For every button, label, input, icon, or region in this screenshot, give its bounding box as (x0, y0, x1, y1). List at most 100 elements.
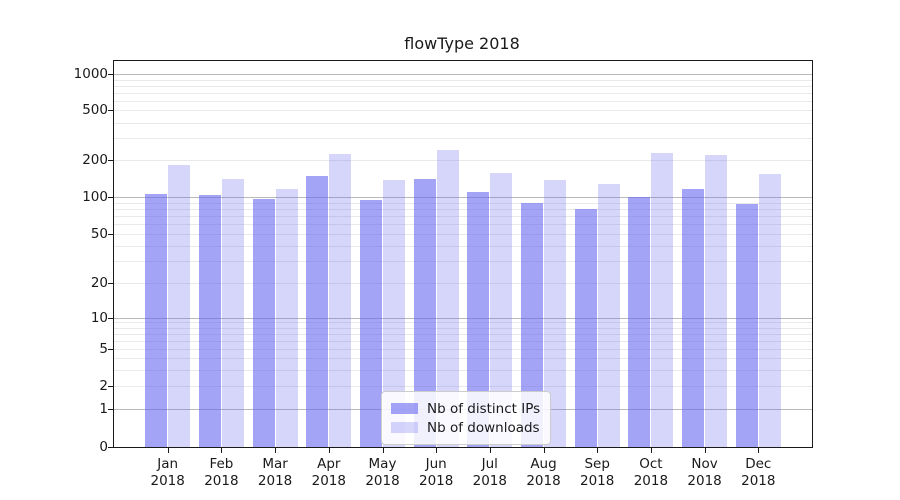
x-tick-oct (650, 448, 652, 453)
x-tick-label-feb: Feb 2018 (204, 456, 239, 489)
x-tick-dec (758, 448, 760, 453)
bar-distinct-ips-dec (735, 204, 758, 447)
minor-gridline-7 (114, 333, 812, 335)
bar-downloads-jul (490, 173, 513, 447)
bar-distinct-ips-oct (628, 196, 651, 447)
y-tick-0 (108, 447, 113, 448)
bar-distinct-ips-apr (306, 175, 329, 447)
y-tick-500 (108, 110, 113, 112)
bar-downloads-feb (221, 178, 244, 447)
x-tick-jul (489, 448, 491, 453)
bar-downloads-may (383, 180, 405, 447)
x-tick-label-mar: Mar 2018 (257, 456, 293, 489)
x-tick-mar (275, 448, 277, 453)
x-tick-label-jun: Jun 2018 (419, 456, 454, 489)
y-tick-label-10: 10 (90, 309, 108, 326)
y-tick-2 (108, 386, 113, 387)
y-tick-label-2: 2 (99, 378, 108, 394)
minor-gridline-800 (114, 85, 812, 87)
y-tick-label-0: 0 (99, 439, 108, 455)
minor-gridline-30 (114, 261, 812, 262)
x-tick-label-jan: Jan 2018 (150, 456, 185, 489)
distinct-ips-swatch (391, 403, 418, 414)
x-tick-may (382, 448, 384, 453)
bar-downloads-oct (651, 152, 674, 447)
y-tick-label-50: 50 (90, 225, 108, 242)
x-tick-jan (167, 448, 169, 453)
minor-gridline-20 (114, 282, 812, 284)
bar-downloads-nov (705, 155, 728, 447)
y-tick-label-200: 200 (82, 152, 108, 169)
bar-downloads-aug (544, 179, 566, 447)
y-tick-100 (108, 197, 113, 198)
minor-gridline-3 (114, 369, 812, 371)
minor-gridline-300 (114, 138, 812, 140)
x-tick-label-apr: Apr 2018 (311, 456, 346, 489)
y-tick-1000 (108, 74, 113, 76)
minor-gridline-400 (114, 122, 812, 124)
minor-gridline-90 (114, 202, 812, 204)
minor-gridline-200 (114, 160, 812, 162)
bar-downloads-sep (597, 183, 620, 447)
y-tick-label-1000: 1000 (73, 66, 108, 83)
x-tick-aug (543, 448, 545, 453)
minor-gridline-60 (114, 224, 812, 225)
legend-label-downloads: Nb of downloads (427, 419, 540, 436)
x-tick-jun (436, 448, 438, 453)
y-tick-label-500: 500 (82, 102, 108, 119)
y-tick-label-20: 20 (90, 274, 108, 291)
minor-gridline-500 (114, 110, 812, 112)
y-tick-50 (108, 233, 113, 235)
major-gridline-1000 (114, 74, 812, 76)
legend: Nb of distinct IPs Nb of downloads (381, 391, 552, 445)
bar-downloads-dec (758, 174, 781, 447)
legend-entry-distinct-ips: Nb of distinct IPs (391, 400, 540, 417)
legend-label-distinct-ips: Nb of distinct IPs (427, 400, 541, 417)
bar-distinct-ips-mar (252, 198, 275, 447)
minor-gridline-50 (114, 233, 812, 235)
y-tick-10 (108, 317, 113, 319)
bar-downloads-mar (275, 189, 298, 447)
x-tick-label-sep: Sep 2018 (580, 456, 615, 489)
downloads-swatch (391, 422, 418, 433)
minor-gridline-700 (114, 92, 812, 94)
x-tick-feb (221, 448, 223, 453)
x-tick-label-oct: Oct 2018 (633, 456, 669, 489)
bar-distinct-ips-jan (145, 193, 168, 447)
y-tick-5 (108, 348, 113, 350)
plot-area: Nb of distinct IPs Nb of downloads 0 1 2 5 1… (74, 60, 813, 489)
y-tick-200 (108, 160, 113, 162)
y-tick-1 (108, 409, 113, 411)
bar-downloads-jan (168, 165, 191, 447)
minor-gridline-600 (114, 100, 812, 102)
x-tick-label-may: May 2018 (365, 456, 400, 489)
y-tick-label-5: 5 (99, 340, 108, 357)
x-tick-label-jul: Jul 2018 (472, 456, 507, 489)
x-tick-nov (704, 448, 706, 453)
minor-gridline-70 (114, 215, 812, 217)
y-tick-label-1: 1 (99, 401, 108, 418)
y-tick-20 (108, 282, 113, 284)
bar-distinct-ips-may (360, 199, 382, 447)
y-tick-label-100: 100 (82, 189, 108, 205)
bar-distinct-ips-nov (682, 188, 705, 447)
chart-title: flowType 2018 (404, 34, 520, 53)
bar-distinct-ips-jun (413, 179, 436, 447)
bar-downloads-apr (329, 153, 352, 447)
minor-gridline-40 (114, 245, 812, 247)
major-gridline-10 (114, 317, 812, 319)
x-tick-apr (328, 448, 330, 453)
x-tick-label-nov: Nov 2018 (687, 456, 722, 489)
x-tick-sep (597, 448, 599, 453)
major-gridline-100 (114, 197, 812, 198)
minor-gridline-80 (114, 208, 812, 210)
bar-downloads-jun (436, 150, 459, 447)
minor-gridline-5 (114, 348, 812, 350)
minor-gridline-6 (114, 340, 812, 342)
bar-distinct-ips-aug (521, 203, 543, 447)
x-tick-label-dec: Dec 2018 (741, 456, 776, 489)
minor-gridline-2 (114, 386, 812, 387)
bar-distinct-ips-jul (467, 192, 490, 447)
bar-distinct-ips-sep (574, 208, 597, 447)
